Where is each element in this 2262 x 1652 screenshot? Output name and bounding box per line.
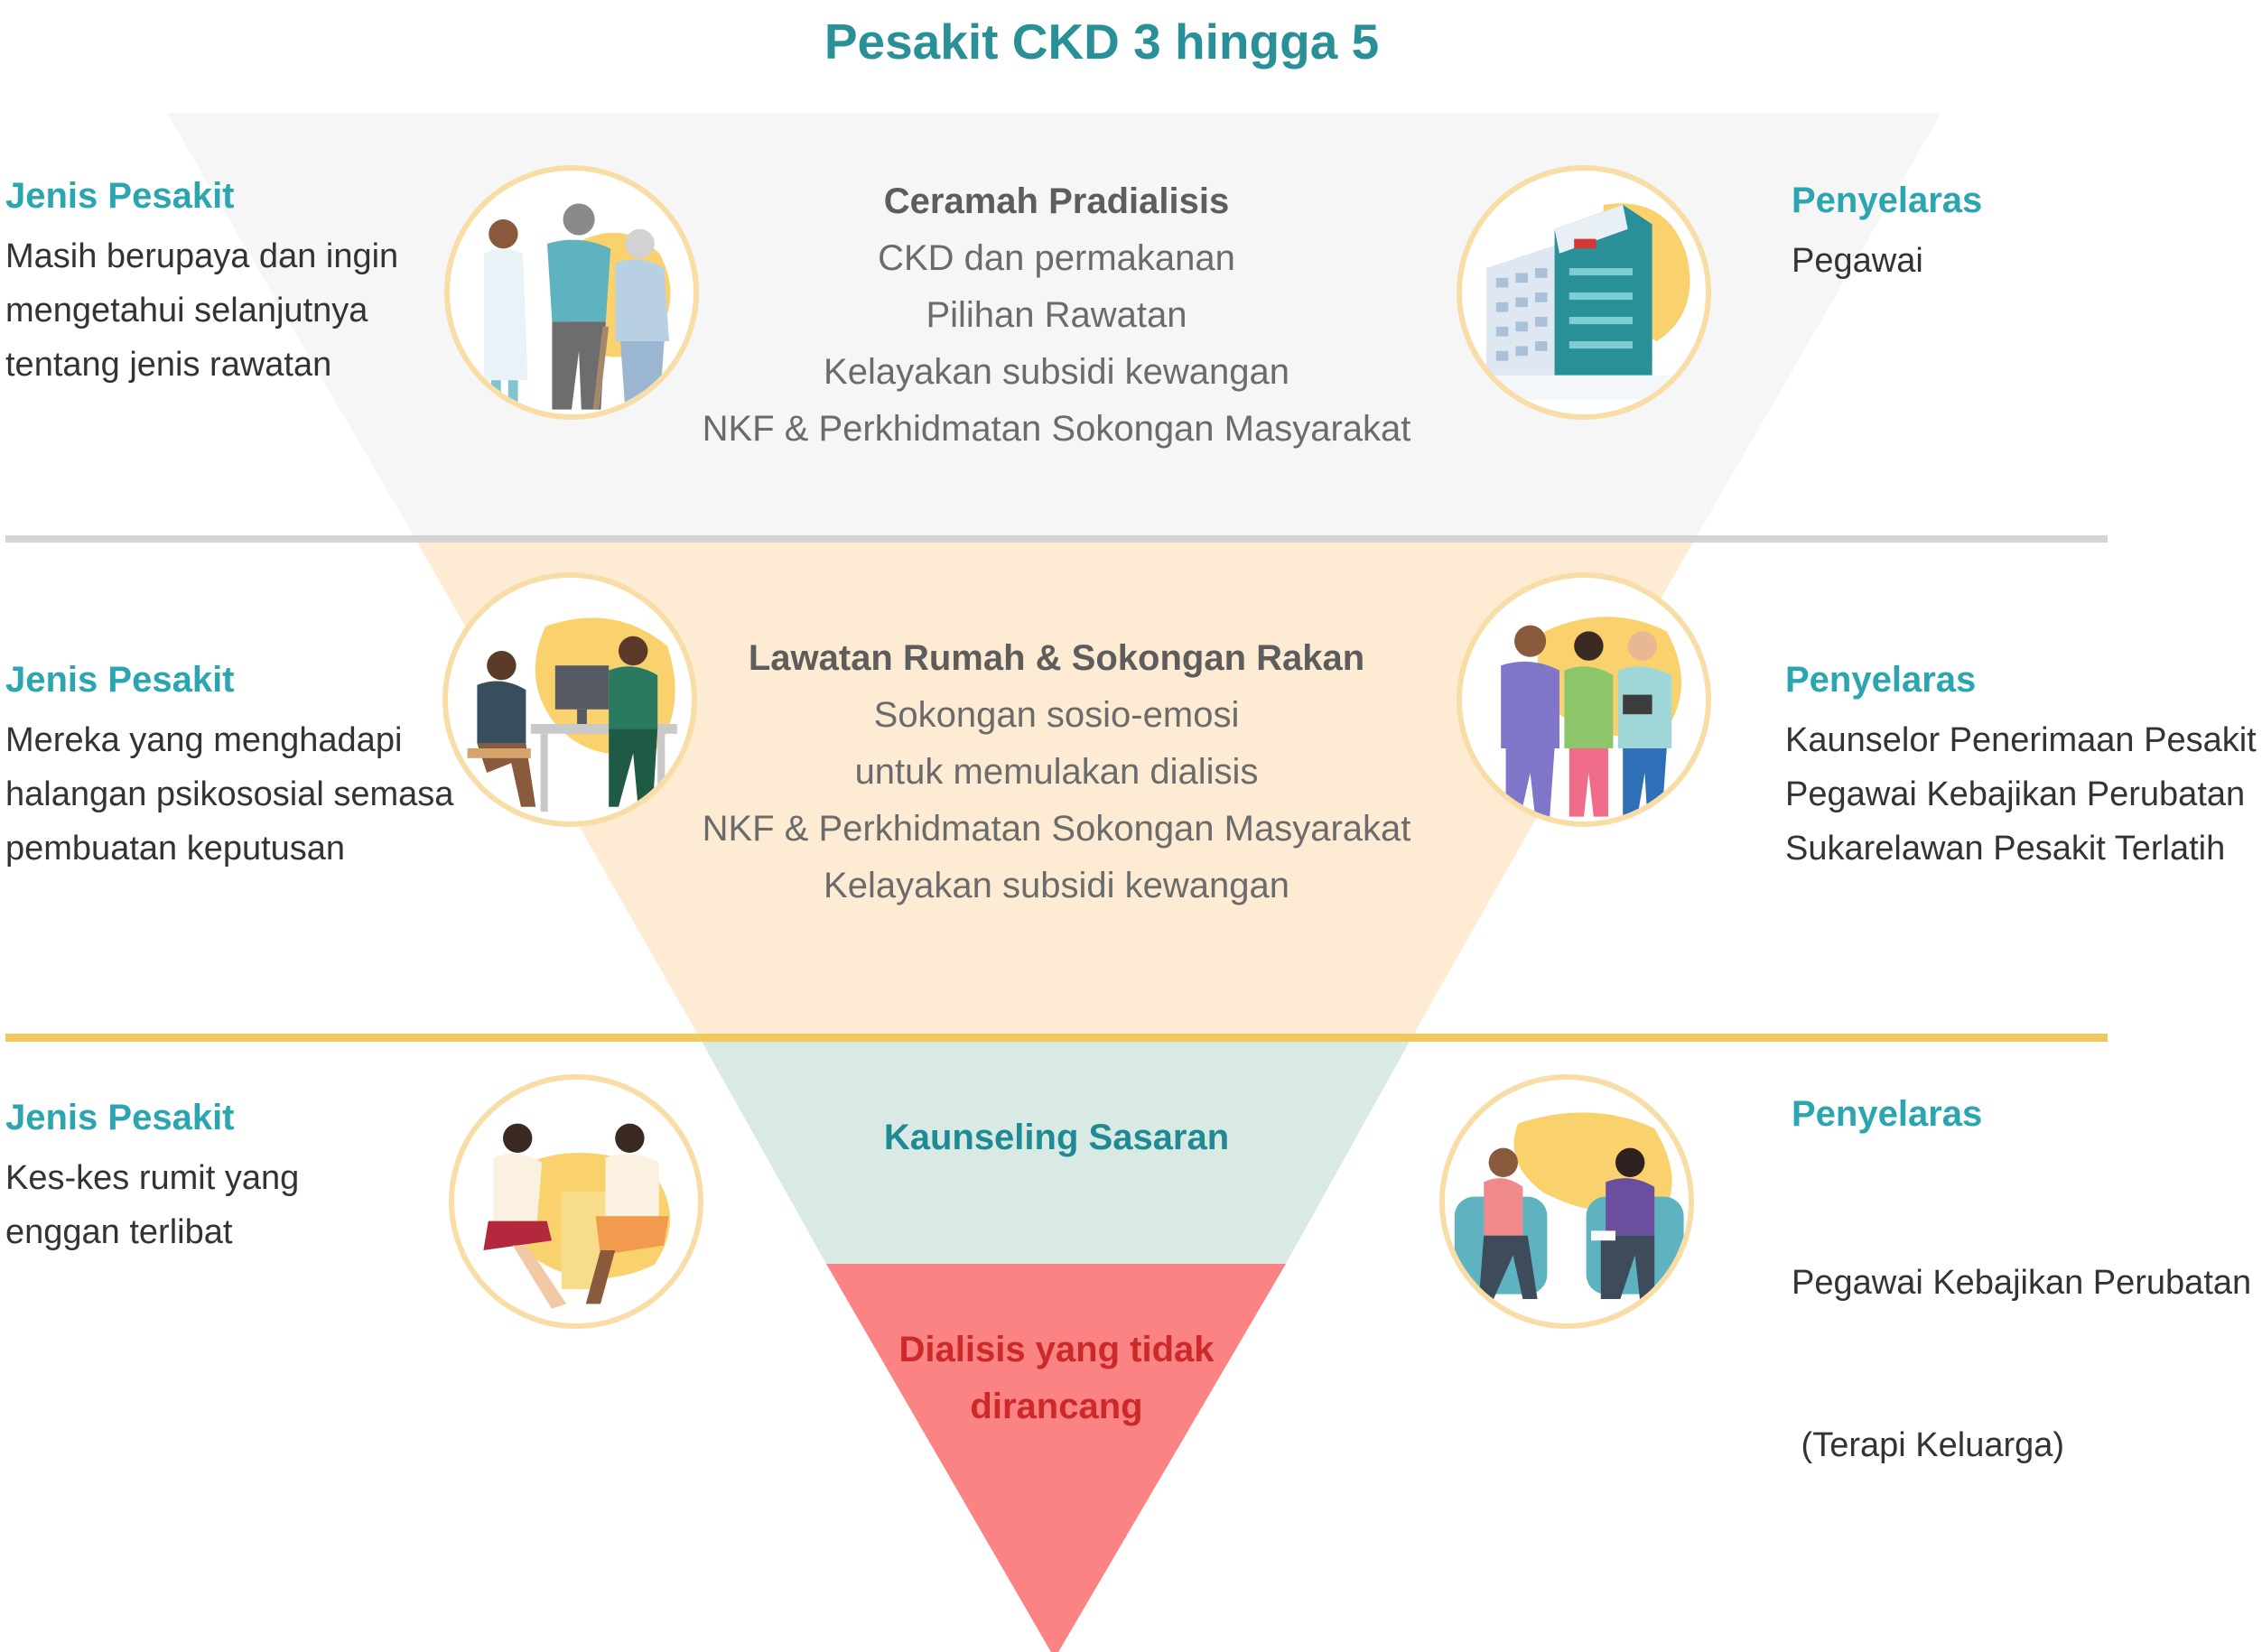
home-visit-consultation-icon [442, 572, 697, 827]
patient-type-line: enggan terlibat [5, 1213, 233, 1251]
medical-staff-group-icon [1457, 572, 1711, 827]
funnel-level-4 [826, 1264, 1286, 1652]
coordinator-heading-2: Penyelaras [1785, 660, 1977, 700]
page-title: Pesakit CKD 3 hingga 5 [824, 14, 1380, 70]
level-1-item: NKF & Perkhidmatan Sokongan Masyarakat [702, 409, 1411, 449]
coordinator-line: Pegawai Kebajikan Perubatan [1792, 1264, 2252, 1302]
level-3-heading: Kaunseling Sasaran [883, 1118, 1230, 1157]
level-2-item: Sokongan sosio-emosi [873, 695, 1240, 735]
family-therapy-icon [1439, 1074, 1694, 1329]
counselling-session-icon [449, 1074, 703, 1329]
patient-type-line: pembuatan keputusan [5, 830, 346, 868]
patient-type-heading-3: Jenis Pesakit [5, 1098, 235, 1137]
coordinator-line: Pegawai Kebajikan Perubatan [1785, 775, 2246, 813]
coordinator-panel-1: Penyelaras Pegawai [1792, 181, 1982, 288]
coordinator-line: Pegawai [1792, 242, 1923, 280]
funnel-level-3 [700, 1038, 1411, 1264]
level-2-item: Kelayakan subsidi kewangan [824, 866, 1289, 905]
patient-type-panel-3: Jenis Pesakit Kes-kes rumit yang enggan … [5, 1098, 299, 1259]
patient-type-line: Mereka yang menghadapi [5, 721, 403, 759]
coordinator-heading-1: Penyelaras [1792, 181, 1983, 220]
coordinator-heading-3: Penyelaras [1792, 1094, 1983, 1134]
patient-type-line: Masih berupaya dan ingin [5, 237, 399, 275]
level-1-item: Kelayakan subsidi kewangan [824, 352, 1289, 392]
patient-type-text-2: Mereka yang menghadapi halangan psikosos… [5, 713, 453, 876]
patient-type-panel-1: Jenis Pesakit Masih berupaya dan ingin m… [5, 176, 398, 392]
coordinator-panel-3: Penyelaras Pegawai Kebajikan Perubatan (… [1792, 1094, 2251, 1581]
patient-type-text-3: Kes-kes rumit yang enggan terlibat [5, 1151, 299, 1259]
divider-line-2 [5, 1034, 2108, 1042]
level-4-line: dirancang [970, 1387, 1143, 1426]
patient-type-text-1: Masih berupaya dan ingin mengetahui sela… [5, 229, 398, 392]
doctor-elderly-couple-icon [444, 165, 699, 420]
level-1-content: Ceramah Pradialisis CKD dan permakanan P… [515, 173, 1598, 458]
level-2-heading: Lawatan Rumah & Sokongan Rakan [748, 638, 1365, 678]
coordinator-text-3: Pegawai Kebajikan Perubatan (Terapi Kelu… [1792, 1147, 2251, 1581]
patient-type-heading-2: Jenis Pesakit [5, 660, 235, 700]
coordinator-panel-2: Penyelaras Kaunselor Penerimaan Pesakit … [1785, 660, 2257, 876]
coordinator-text-2: Kaunselor Penerimaan Pesakit Pegawai Keb… [1785, 713, 2257, 876]
patient-type-line: halangan psikososial semasa [5, 775, 454, 813]
coordinator-line: Sukarelawan Pesakit Terlatih [1785, 830, 2226, 868]
coordinator-line: (Terapi Keluarga) [1792, 1426, 2065, 1464]
coordinator-text-1: Pegawai [1792, 234, 1982, 288]
patient-type-heading-1: Jenis Pesakit [5, 176, 235, 216]
patient-type-panel-2: Jenis Pesakit Mereka yang menghadapi hal… [5, 660, 453, 876]
level-1-item: Pilihan Rawatan [926, 295, 1187, 335]
level-2-item: NKF & Perkhidmatan Sokongan Masyarakat [702, 809, 1411, 849]
level-4-content: Dialisis yang tidak dirancang [515, 1322, 1598, 1435]
nkf-hospital-building-icon [1457, 165, 1711, 420]
level-1-heading: Ceramah Pradialisis [883, 181, 1230, 221]
level-2-item: untuk memulakan dialisis [854, 752, 1259, 792]
patient-type-line: mengetahui selanjutnya [5, 292, 368, 329]
funnel-level-2 [415, 539, 1695, 1038]
patient-type-line: Kes-kes rumit yang [5, 1159, 300, 1197]
level-3-content: Kaunseling Sasaran [515, 1109, 1598, 1166]
coordinator-line: Kaunselor Penerimaan Pesakit [1785, 721, 2257, 759]
patient-type-line: tentang jenis rawatan [5, 346, 332, 384]
level-4-line: Dialisis yang tidak [898, 1330, 1215, 1369]
level-2-content: Lawatan Rumah & Sokongan Rakan Sokongan … [515, 630, 1598, 914]
divider-line-1 [5, 535, 2108, 543]
level-1-item: CKD dan permakanan [878, 238, 1235, 278]
